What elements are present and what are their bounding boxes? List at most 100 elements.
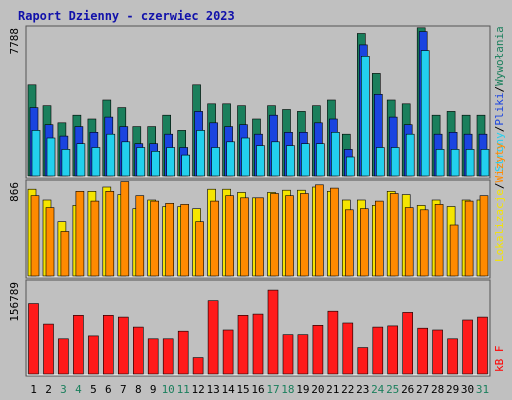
bar-strony-day-11	[181, 154, 190, 177]
chart-panels: 7788 866 156789	[8, 25, 491, 377]
bar-strony-day-14	[226, 141, 235, 177]
x-tick-label-2: 2	[45, 383, 52, 396]
bar-strony-day-10	[166, 147, 175, 177]
bar-strony-day-23	[360, 55, 370, 177]
x-tick-label-12: 12	[191, 383, 204, 396]
bar-kbytes-day-19	[297, 334, 309, 375]
bar-wizyty-day-8	[135, 195, 145, 277]
bar-strony-day-12	[196, 130, 205, 177]
bar-strony-day-31	[480, 149, 490, 177]
bar-wizyty-day-10	[165, 203, 174, 277]
bar-kbytes-day-20	[312, 324, 324, 375]
legend-separator: /	[493, 86, 506, 93]
bar-strony-day-7	[121, 141, 131, 177]
bar-wizyty-day-12	[195, 221, 204, 277]
x-tick-label-7: 7	[120, 383, 127, 396]
bar-kbytes-day-17	[267, 289, 279, 375]
x-tick-label-3: 3	[60, 383, 67, 396]
bar-strony-day-15	[241, 137, 250, 177]
bar-kbytes-day-11	[177, 330, 189, 375]
x-tick-label-28: 28	[431, 383, 444, 396]
bar-wizyty-day-28	[434, 204, 444, 277]
bar-strony-day-13	[211, 147, 220, 177]
x-tick-label-4: 4	[75, 383, 82, 396]
y-max-label-traffic: 7788	[8, 28, 21, 55]
chart-title: Raport Dzienny - czerwiec 2023	[18, 9, 235, 23]
x-axis-labels: 1 2 3 4 5 6 7 8 9 10 11 12 13 14 15 16 17 18 19 20 21 22 23 24 2…	[30, 383, 489, 396]
bar-strony-day-2	[46, 137, 56, 177]
bar-wizyty-day-7	[120, 181, 130, 277]
bar-strony-day-5	[91, 147, 101, 177]
bar-strony-day-3	[61, 149, 71, 177]
bar-wizyty-day-17	[270, 193, 279, 277]
bar-wizyty-day-14	[225, 195, 234, 277]
bar-kbytes-day-1	[28, 303, 39, 375]
x-tick-label-5: 5	[90, 383, 97, 396]
bar-wizyty-day-5	[90, 200, 100, 277]
legend-traffic: Strony/Pliki/Wywołania	[493, 26, 506, 172]
x-tick-label-21: 21	[326, 383, 339, 396]
bar-kbytes-day-4	[73, 314, 84, 375]
bar-strony-day-26	[405, 133, 415, 177]
bar-kbytes-day-15	[237, 314, 249, 375]
bar-strony-day-20	[316, 143, 325, 177]
bar-wizyty-day-3	[60, 231, 70, 277]
bar-kbytes-day-13	[207, 300, 219, 375]
legend-item-pliki: Pliki	[493, 93, 506, 126]
bar-strony-day-29	[450, 149, 460, 177]
x-tick-label-6: 6	[105, 383, 112, 396]
bar-kbytes-day-26	[402, 312, 414, 375]
bar-strony-day-19	[301, 143, 310, 177]
x-tick-label-30: 30	[461, 383, 474, 396]
bar-strony-day-27	[420, 50, 430, 177]
x-tick-label-11: 11	[177, 383, 190, 396]
x-tick-label-10: 10	[162, 383, 175, 396]
x-tick-label-16: 16	[251, 383, 264, 396]
bar-wizyty-day-26	[404, 207, 414, 277]
bar-wizyty-day-19	[300, 193, 309, 277]
bar-kbytes-day-31	[477, 316, 488, 375]
bar-kbytes-day-24	[372, 326, 384, 375]
legends: Strony/Pliki/WywołaniaLokalizacje/Wizyty…	[493, 26, 506, 372]
x-tick-label-1: 1	[30, 383, 37, 396]
bar-kbytes-day-29	[447, 338, 458, 375]
x-tick-label-27: 27	[416, 383, 429, 396]
x-tick-label-8: 8	[135, 383, 142, 396]
bar-kbytes-day-8	[133, 326, 144, 375]
bar-kbytes-day-5	[88, 335, 99, 375]
bar-strony-day-4	[76, 143, 86, 177]
legend-item-wywo-ania: Wywołania	[493, 26, 506, 86]
bar-kbytes-day-16	[252, 313, 264, 375]
bar-strony-day-22	[345, 156, 355, 177]
bar-strony-day-18	[286, 145, 295, 177]
legend-separator: /	[493, 126, 506, 133]
bar-wizyty-day-9	[150, 200, 159, 277]
bar-wizyty-day-21	[330, 187, 339, 277]
bar-kbytes-day-21	[327, 310, 339, 375]
bar-strony-day-24	[375, 147, 385, 177]
bar-wizyty-day-30	[464, 200, 474, 277]
bar-wizyty-day-6	[105, 191, 115, 277]
bar-wizyty-day-22	[344, 209, 354, 277]
bar-kbytes-day-7	[118, 316, 129, 375]
legend-item-lokalizacje: Lokalizacje	[493, 189, 506, 262]
bar-kbytes-day-9	[147, 338, 159, 375]
bar-wizyty-day-24	[374, 200, 384, 277]
bar-wizyty-day-15	[240, 197, 249, 277]
bar-kbytes-day-3	[58, 338, 69, 375]
bar-wizyty-day-4	[75, 191, 85, 277]
bar-wizyty-day-31	[479, 195, 489, 277]
x-tick-label-22: 22	[341, 383, 354, 396]
bar-kbytes-day-12	[192, 357, 204, 375]
legend-separator: /	[493, 183, 506, 190]
x-tick-label-15: 15	[236, 383, 249, 396]
bar-wizyty-day-13	[210, 200, 219, 277]
x-tick-label-29: 29	[446, 383, 459, 396]
legend-item-wizyty: Wizyty	[493, 142, 506, 182]
bar-strony-day-21	[331, 132, 340, 177]
bar-kbytes-day-22	[342, 322, 354, 375]
legend-item-strony: Strony	[493, 132, 506, 172]
bar-strony-day-17	[271, 141, 280, 177]
bar-wizyty-day-16	[255, 197, 264, 277]
